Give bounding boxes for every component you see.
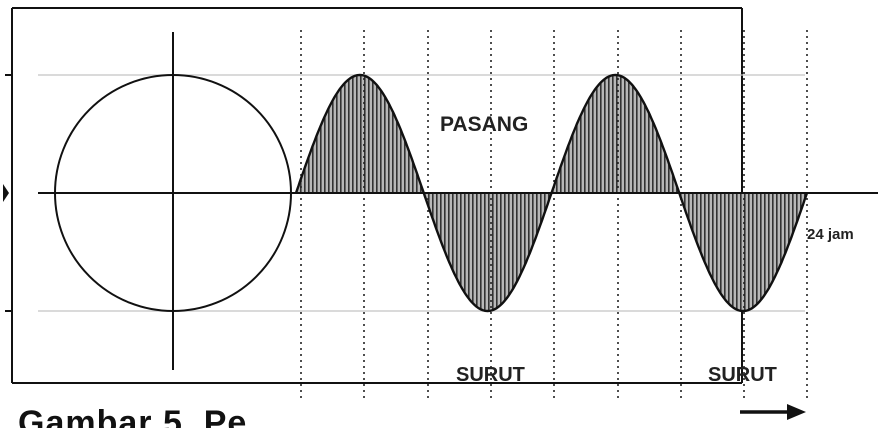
caption-text: Gambar 5. Pe bbox=[18, 404, 248, 428]
label-pasang: PASANG bbox=[440, 113, 528, 136]
figure-caption-partial: Gambar 5. Pe bbox=[0, 392, 878, 428]
tide-wave-curve bbox=[294, 73, 809, 313]
left-edge-ticks bbox=[3, 74, 12, 312]
diagram-frame bbox=[11, 7, 743, 384]
time-direction-arrow bbox=[740, 404, 806, 420]
time-grid-lines bbox=[300, 30, 808, 398]
label-24-jam: 24 jam bbox=[807, 226, 854, 243]
label-surut-2: SURUT bbox=[708, 364, 777, 386]
label-surut-1: SURUT bbox=[456, 364, 525, 386]
